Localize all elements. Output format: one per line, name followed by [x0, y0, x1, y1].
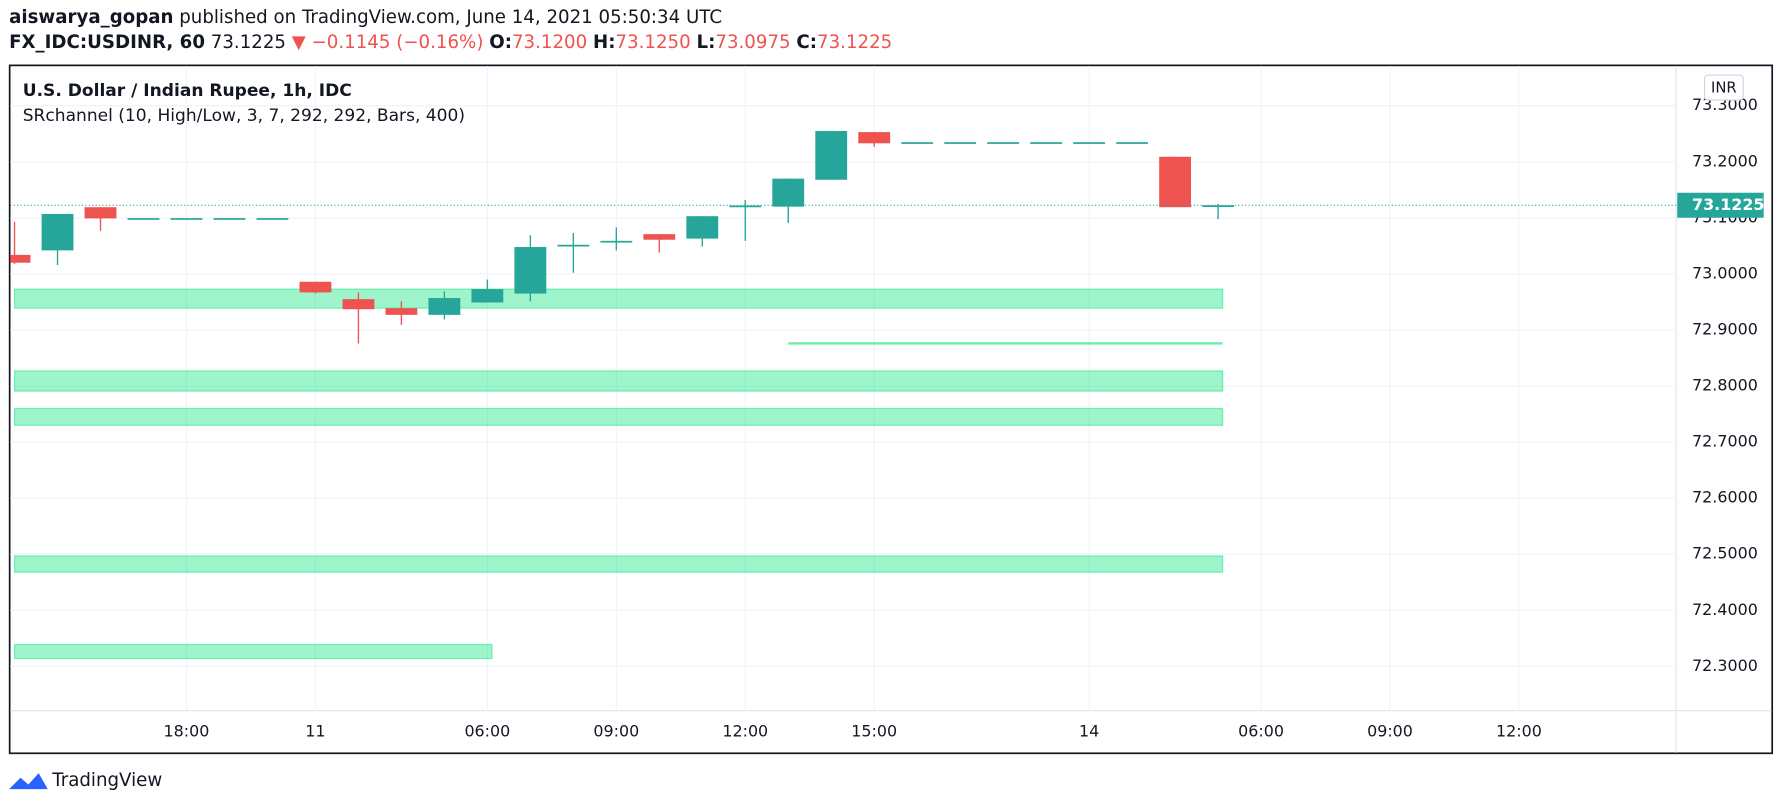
y-tick-label: 72.6000: [1692, 488, 1758, 507]
change: ▼ −0.1145 (−0.16%): [292, 32, 484, 53]
published: published on TradingView.com, June 14, 2…: [179, 7, 722, 28]
price: 73.1225: [211, 32, 286, 53]
x-tick-label: 11: [305, 722, 325, 741]
candle-body: [1030, 142, 1063, 144]
low: 73.0975: [715, 32, 790, 53]
sr-zone: [13, 643, 493, 660]
candle-body: [514, 247, 547, 294]
candle-body: [127, 218, 160, 220]
last-price-label: 73.1225: [1692, 195, 1764, 214]
x-tick-label: 09:00: [1367, 722, 1413, 741]
x-tick-label: 06:00: [1238, 722, 1284, 741]
candle-body: [213, 218, 246, 220]
candle-body: [385, 308, 418, 315]
x-tick-label: 12:00: [722, 722, 768, 741]
y-tick-label: 73.0000: [1692, 263, 1758, 282]
high-label: H:: [593, 32, 616, 53]
sr-zone: [13, 288, 1224, 309]
candle-body: [1159, 156, 1192, 208]
candle-body: [41, 213, 74, 251]
last-price-box: [1677, 192, 1764, 218]
close: 73.1225: [817, 32, 892, 53]
x-tick-label: 18:00: [164, 722, 210, 741]
logo: [9, 773, 48, 790]
x-tick-label: 15:00: [851, 722, 897, 741]
candle-body: [987, 142, 1020, 144]
candle-body: [686, 216, 719, 239]
low-label: L:: [697, 32, 716, 53]
candle-body: [256, 218, 289, 220]
candle-body: [170, 218, 203, 220]
candle-body: [729, 205, 762, 208]
high: 73.1250: [615, 32, 690, 53]
indicator-label[interactable]: SRchannel (10, High/Low, 3, 7, 292, 292,…: [23, 106, 465, 126]
y-tick-label: 72.8000: [1692, 376, 1758, 395]
y-tick-label: 72.9000: [1692, 319, 1758, 338]
chart-frame: [8, 64, 1774, 755]
currency: INR: [1711, 80, 1737, 97]
y-tick-label: 72.3000: [1692, 656, 1758, 675]
user[interactable]: aiswarya_gopan: [9, 7, 173, 28]
currency-box[interactable]: [1703, 74, 1744, 101]
publish-line: aiswarya_gopan published on TradingView.…: [9, 7, 722, 28]
x-tick-label: 06:00: [464, 722, 510, 741]
candle-body: [1116, 142, 1149, 144]
symbol: FX_IDC:USDINR, 60: [9, 32, 205, 53]
sr-zone: [13, 555, 1224, 573]
y-tick-label: 72.4000: [1692, 600, 1758, 619]
quote-line: FX_IDC:USDINR, 60 73.1225 ▼ −0.1145 (−0.…: [9, 32, 892, 53]
candle-body: [600, 240, 633, 243]
candle-body: [858, 132, 891, 144]
candle-body: [643, 234, 676, 240]
candle-body: [557, 244, 590, 247]
axes: 72.3000 72.4000 72.5000 72.6000 72.7000 72.80…: [164, 95, 1765, 740]
x-tick-label: 14: [1079, 722, 1099, 741]
grid: [10, 65, 1677, 711]
sr-zone: [13, 407, 1224, 426]
candle-body: [84, 207, 117, 219]
y-tick-label: 72.5000: [1692, 544, 1758, 563]
candle-body: [944, 142, 977, 144]
candle-body: [772, 178, 805, 207]
chart-title: U.S. Dollar / Indian Rupee, 1h, IDC: [23, 81, 352, 101]
y-tick-label: 72.7000: [1692, 432, 1758, 451]
candle-body: [342, 299, 375, 310]
candle-body: [901, 142, 934, 144]
x-tick-label: 12:00: [1496, 722, 1542, 741]
candle-body: [815, 130, 848, 180]
open: 73.1200: [512, 32, 587, 53]
candle-body: [1073, 142, 1106, 144]
plot: [10, 130, 1677, 660]
sr-zone: [13, 370, 1224, 392]
open-label: O:: [489, 32, 512, 53]
candle-body: [1202, 205, 1234, 207]
close-label: C:: [796, 32, 817, 53]
candle-body: [10, 254, 31, 263]
candle-body: [471, 289, 504, 303]
candle-body: [428, 298, 461, 315]
y-tick-label: 73.2000: [1692, 151, 1758, 170]
x-tick-label: 09:00: [593, 722, 639, 741]
brand[interactable]: TradingView: [51, 770, 162, 791]
candle-body: [299, 281, 332, 293]
